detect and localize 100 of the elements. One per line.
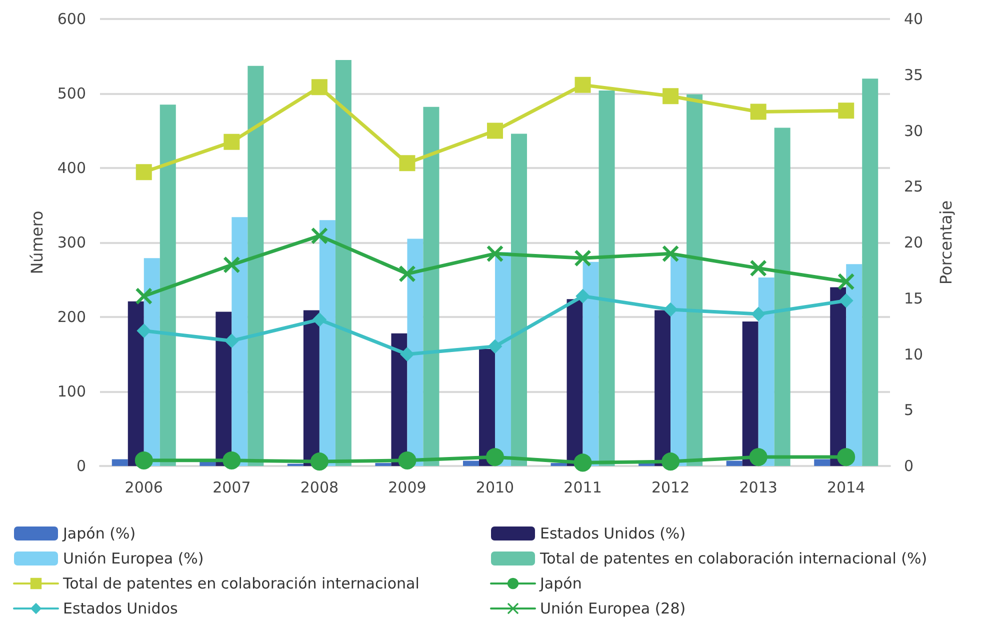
point (751, 307, 766, 322)
y-tick-label: 200 (57, 308, 86, 326)
bar (758, 278, 774, 466)
point (400, 347, 414, 362)
point (839, 294, 854, 308)
bar (319, 220, 336, 466)
x-tick-label: 2008 (300, 478, 339, 496)
y2-tick-label: 5 (904, 401, 914, 420)
y-tick-label: 100 (57, 382, 86, 400)
y-tick-label: 300 (57, 234, 86, 252)
bar (846, 264, 862, 466)
point (576, 289, 590, 304)
bar (375, 463, 392, 466)
bar (160, 104, 176, 466)
legend-label: Japón (%) (62, 524, 136, 542)
point (837, 448, 856, 466)
bar (742, 321, 758, 466)
point (662, 88, 679, 104)
bar (862, 78, 878, 466)
bar (598, 90, 615, 466)
x-tick-label: 2014 (827, 478, 866, 496)
point (224, 256, 240, 273)
point (399, 155, 416, 172)
legend-label: Japón (539, 574, 582, 592)
y-axis-title: Número (28, 210, 46, 274)
bar (216, 312, 232, 466)
bar (654, 310, 671, 466)
point (311, 228, 328, 244)
bar (670, 255, 687, 466)
bar (303, 310, 320, 466)
bar (566, 299, 583, 466)
y2-tick-label: 40 (904, 10, 924, 28)
y2-tick-label: 30 (904, 122, 924, 140)
bar (112, 459, 128, 466)
bar (774, 128, 790, 466)
point (574, 76, 591, 93)
point (311, 79, 328, 96)
y-tick-label: 500 (57, 84, 86, 102)
y2-tick-label: 35 (904, 66, 924, 84)
point (134, 451, 153, 470)
legend-label: Total de patentes en colaboración internacional (%) (539, 550, 928, 568)
bar (511, 134, 527, 466)
point (750, 104, 766, 120)
point (749, 448, 768, 466)
bar (814, 459, 830, 466)
legend-label: Unión Europea (%) (63, 550, 204, 568)
point (136, 164, 152, 180)
y-tick-label: 0 (76, 457, 86, 475)
x-tick-label: 2009 (388, 478, 426, 496)
point (488, 339, 502, 354)
bar (423, 106, 440, 466)
bar (550, 463, 567, 466)
legend-label: Unión Europea (28) (540, 600, 686, 618)
point (487, 122, 503, 139)
point (224, 334, 239, 348)
point (838, 274, 854, 290)
y-tick-label: 600 (57, 10, 86, 28)
point (398, 451, 416, 470)
point (574, 250, 591, 266)
y2-tick-label: 15 (904, 289, 924, 308)
point (750, 260, 766, 276)
point (224, 134, 240, 150)
point (136, 324, 151, 338)
bar (144, 258, 160, 466)
point (487, 246, 503, 262)
point (222, 451, 241, 470)
bar (407, 238, 424, 466)
point (312, 312, 326, 327)
point (662, 452, 680, 471)
x-tick-label: 2007 (212, 478, 251, 496)
bar (686, 94, 703, 466)
bar (463, 460, 479, 466)
point (574, 454, 592, 472)
x-tick-label: 2006 (124, 478, 163, 496)
point (486, 448, 504, 466)
bar (582, 262, 599, 466)
point (310, 452, 328, 471)
bar (335, 60, 352, 466)
point (664, 302, 678, 317)
y2-tick-label: 0 (904, 457, 914, 475)
bar (830, 287, 846, 466)
bar (232, 217, 248, 466)
y2-tick-label: 10 (904, 345, 924, 364)
y-tick-label: 400 (57, 159, 86, 177)
bar (479, 349, 495, 466)
bar (128, 301, 144, 466)
x-tick-label: 2013 (739, 478, 778, 496)
point (838, 102, 854, 119)
x-tick-label: 2011 (564, 478, 602, 496)
bar (248, 66, 264, 466)
y2-tick-label: 25 (904, 178, 924, 196)
point (662, 246, 679, 262)
bar (726, 460, 742, 466)
legend-label: Estados Unidos (%) (540, 524, 686, 542)
y2-tick-label: 20 (904, 234, 924, 252)
point (399, 266, 416, 282)
point (136, 288, 152, 304)
x-tick-label: 2012 (651, 478, 690, 496)
y2-axis-title: Porcentaje (936, 200, 956, 285)
legend-label: Total de patentes en colaboración internacional (62, 574, 420, 592)
